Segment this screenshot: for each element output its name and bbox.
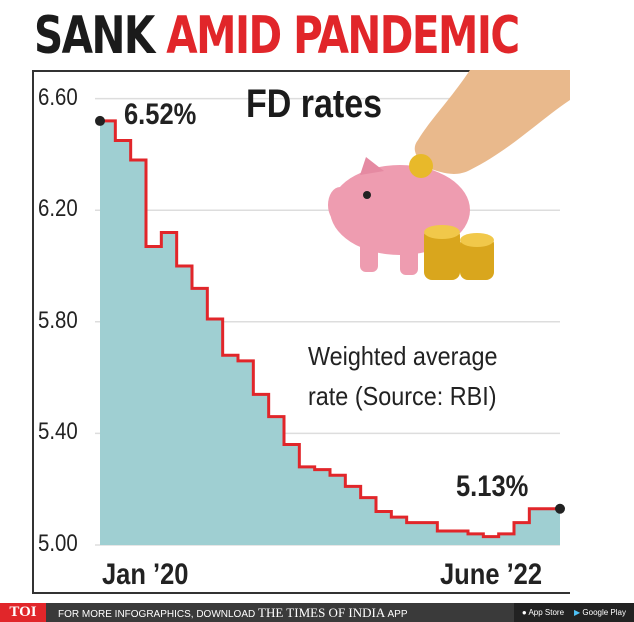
- footer-banner[interactable]: TOI FOR MORE INFOGRAPHICS, DOWNLOAD THE …: [0, 603, 634, 622]
- store-links: ● App Store ▶ Google Play: [513, 603, 634, 622]
- apple-icon: ●: [521, 608, 527, 617]
- chart-note: Weighted average rate (Source: RBI): [308, 336, 498, 416]
- headline: SANK AMID PANDEMIC: [34, 6, 520, 66]
- footer-cta: FOR MORE INFOGRAPHICS, DOWNLOAD: [58, 608, 256, 620]
- chart-frame: [32, 70, 570, 594]
- headline-part1: SANK: [34, 6, 155, 66]
- y-tick-label: 6.20: [38, 195, 78, 223]
- area-fill: [100, 120, 560, 546]
- chart-title: FD rates: [246, 82, 383, 126]
- google-play-label: Google Play: [582, 608, 626, 617]
- y-tick-label: 5.40: [38, 418, 78, 446]
- coin-stack-1: [424, 225, 460, 280]
- footer-paper: THE TIMES OF INDIA: [258, 604, 386, 620]
- x-tick-label: June ’22: [440, 558, 543, 591]
- start-value-label: 6.52%: [124, 98, 197, 131]
- y-tick-label: 5.00: [38, 530, 78, 557]
- note-line2: rate (Source: RBI): [308, 381, 497, 411]
- toi-logo: TOI: [0, 603, 46, 622]
- app-store-label: App Store: [528, 608, 565, 617]
- app-store-link[interactable]: ● App Store: [522, 608, 564, 617]
- coin-stack-2: [460, 233, 494, 280]
- start-point: [95, 115, 105, 126]
- coin-icon: [409, 154, 433, 178]
- end-value-label: 5.13%: [456, 470, 529, 503]
- end-point: [555, 503, 565, 514]
- note-line1: Weighted average: [308, 341, 498, 371]
- step-line: [100, 119, 560, 539]
- play-icon: ▶: [574, 608, 581, 617]
- piggy-bank-illustration: [328, 70, 570, 280]
- footer-text: FOR MORE INFOGRAPHICS, DOWNLOAD THE TIME…: [58, 605, 408, 621]
- google-play-link[interactable]: ▶ Google Play: [574, 608, 626, 617]
- y-tick-label: 6.60: [38, 83, 78, 111]
- x-tick-label: Jan ’20: [102, 558, 189, 591]
- footer-app: APP: [387, 608, 408, 620]
- hand-icon: [414, 70, 570, 174]
- headline-part2: AMID PANDEMIC: [166, 6, 520, 66]
- y-tick-label: 5.80: [38, 306, 78, 334]
